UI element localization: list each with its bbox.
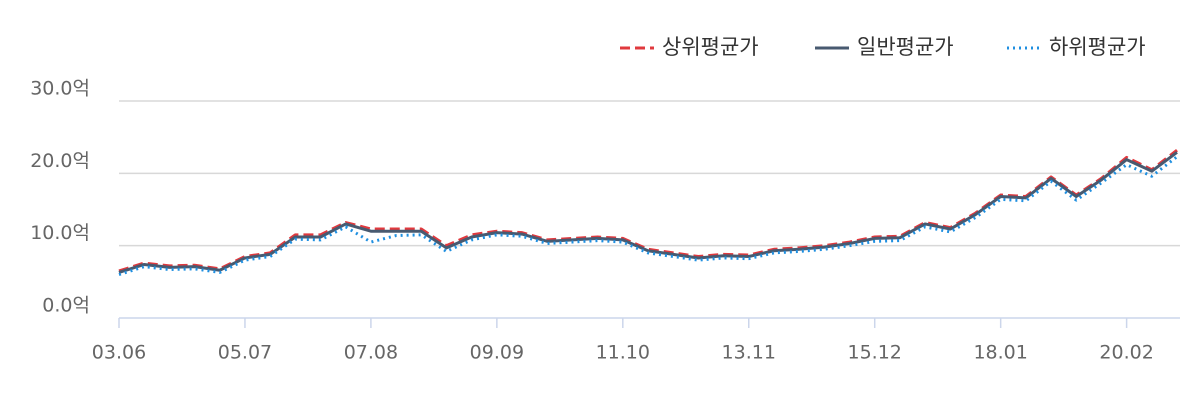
x-tick-label: 18.01 — [973, 342, 1027, 364]
y-tick-label: 30.0억 — [30, 78, 90, 100]
series-line — [118, 155, 1178, 277]
x-tick-label: 05.07 — [218, 342, 272, 364]
y-tick-label: 20.0억 — [30, 150, 90, 172]
x-tick-label: 15.12 — [848, 342, 902, 364]
x-tick-label: 03.06 — [92, 342, 146, 364]
x-tick-label: 09.09 — [470, 342, 524, 364]
y-tick-label: 0.0억 — [42, 295, 90, 317]
legend-label: 하위평균가 — [1049, 35, 1146, 59]
x-tick-label: 13.11 — [722, 342, 776, 364]
x-tick-label: 20.02 — [1099, 342, 1153, 364]
legend-label: 일반평균가 — [857, 35, 954, 59]
x-tick-label: 07.08 — [344, 342, 398, 364]
x-tick-label: 11.10 — [596, 342, 650, 364]
legend-label: 상위평균가 — [662, 35, 759, 59]
y-tick-label: 10.0억 — [30, 222, 90, 244]
series-line — [118, 151, 1178, 274]
